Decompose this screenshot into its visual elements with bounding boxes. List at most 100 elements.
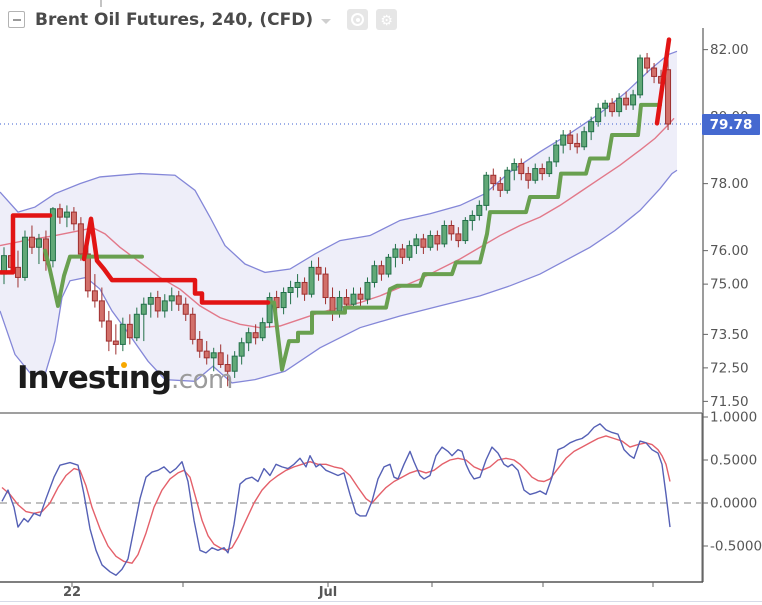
candle-body — [210, 352, 217, 359]
candle-body — [350, 293, 357, 305]
candle-body — [630, 94, 637, 106]
candle-body — [259, 322, 266, 339]
candle-body — [357, 293, 364, 300]
candle-body — [399, 248, 406, 258]
candle-body — [266, 297, 273, 324]
candle-body — [378, 265, 385, 275]
style-icon[interactable] — [347, 9, 369, 30]
candle-body — [441, 225, 448, 245]
gear-icon[interactable]: ⚙ — [376, 9, 398, 30]
candle-body — [476, 204, 483, 216]
axis-tick-label: 0.0000 — [710, 496, 757, 512]
candle-body — [455, 233, 462, 242]
candle-body — [609, 102, 616, 113]
candle-body — [35, 238, 42, 248]
candle-body — [252, 332, 259, 339]
candle-body — [553, 144, 560, 163]
candle-body — [567, 134, 574, 144]
candle-body — [581, 131, 588, 148]
candle-body — [637, 57, 644, 96]
oscillator-line-fast — [1, 423, 671, 576]
candle-body — [140, 303, 147, 315]
current-price-label: 79.78 — [702, 114, 760, 135]
candle-body — [287, 286, 294, 294]
candle-body — [560, 134, 567, 146]
bollinger-fill — [0, 51, 677, 383]
candle-body — [112, 340, 119, 345]
candle-body — [238, 342, 245, 357]
bollinger-lower-line — [0, 169, 678, 384]
candle-body — [623, 97, 630, 106]
candle-body — [175, 295, 182, 305]
candle-body — [224, 364, 231, 372]
candle-body — [427, 235, 434, 248]
axis-tick-label: -0.5000 — [710, 539, 762, 555]
axis-tick-label: 76.00 — [710, 243, 749, 259]
candle-body — [518, 163, 525, 175]
candle-body — [525, 173, 532, 181]
time-axis-label: 22 — [62, 585, 82, 600]
bollinger-upper-line — [0, 50, 678, 274]
axis-tick-label: 0.5000 — [710, 453, 757, 469]
candle-body — [420, 238, 427, 248]
investing-logo: Investıng.com — [17, 360, 233, 396]
candle-body — [448, 225, 455, 235]
candle-body — [434, 235, 441, 245]
candle-body — [322, 273, 329, 299]
chart-header: Brent Oil Futures, 240, (CFD) ⚙ — [8, 9, 398, 30]
candle-body — [469, 214, 476, 221]
candle-body — [644, 57, 651, 69]
logo-orange-dot-i: ı — [119, 360, 130, 396]
toolbar-artifact — [100, 0, 102, 7]
candle-body — [294, 281, 301, 288]
current-price-value: 79.78 — [709, 116, 753, 133]
candle-body — [539, 168, 546, 175]
candle-body — [14, 266, 21, 278]
moving-average-line — [0, 117, 675, 329]
chart-title: Brent Oil Futures, 240, (CFD) — [35, 9, 314, 30]
candle-body — [651, 67, 658, 77]
collapse-icon[interactable] — [8, 11, 25, 28]
candle-body — [595, 107, 602, 123]
candle-body — [84, 253, 91, 292]
candle-body — [665, 69, 672, 125]
axis-tick-label: 82.00 — [710, 42, 749, 58]
candle-body — [154, 297, 161, 312]
candle-body — [490, 174, 497, 185]
candle-body — [161, 300, 168, 312]
candle-body — [280, 292, 287, 309]
candle-body — [189, 313, 196, 340]
candle-body — [497, 183, 504, 191]
candle-body — [392, 248, 399, 258]
candle-body — [504, 169, 511, 191]
axis-tick-label: 72.50 — [710, 360, 749, 376]
candle-body — [364, 281, 371, 300]
candle-body — [406, 245, 413, 258]
candle-body — [532, 168, 539, 181]
candle-body — [511, 163, 518, 171]
candle-body — [49, 208, 56, 262]
candle-body — [98, 300, 105, 322]
candle-body — [546, 161, 553, 175]
candle-body — [329, 297, 336, 312]
candle-body — [602, 102, 609, 109]
candle-body — [126, 323, 133, 339]
price-axis[interactable]: 82.0080.0078.0076.0075.0073.5072.5071.50… — [0, 28, 762, 587]
chevron-down-icon[interactable] — [321, 18, 332, 24]
logo-text: Investıng — [17, 360, 172, 396]
candle-body — [245, 332, 252, 344]
axis-tick-label: 73.50 — [710, 327, 749, 343]
candle-body — [385, 256, 392, 275]
candle-body — [588, 121, 595, 133]
candle-body — [91, 290, 98, 302]
axis-tick-label: 78.00 — [710, 176, 749, 192]
candle-body — [301, 281, 308, 295]
candle-body — [168, 295, 175, 302]
bottom-divider — [0, 601, 762, 602]
candle-body — [217, 352, 224, 366]
candle-body — [147, 297, 154, 305]
candle-body — [343, 297, 350, 305]
candlesticks — [1, 49, 672, 387]
candle-body — [133, 313, 140, 339]
